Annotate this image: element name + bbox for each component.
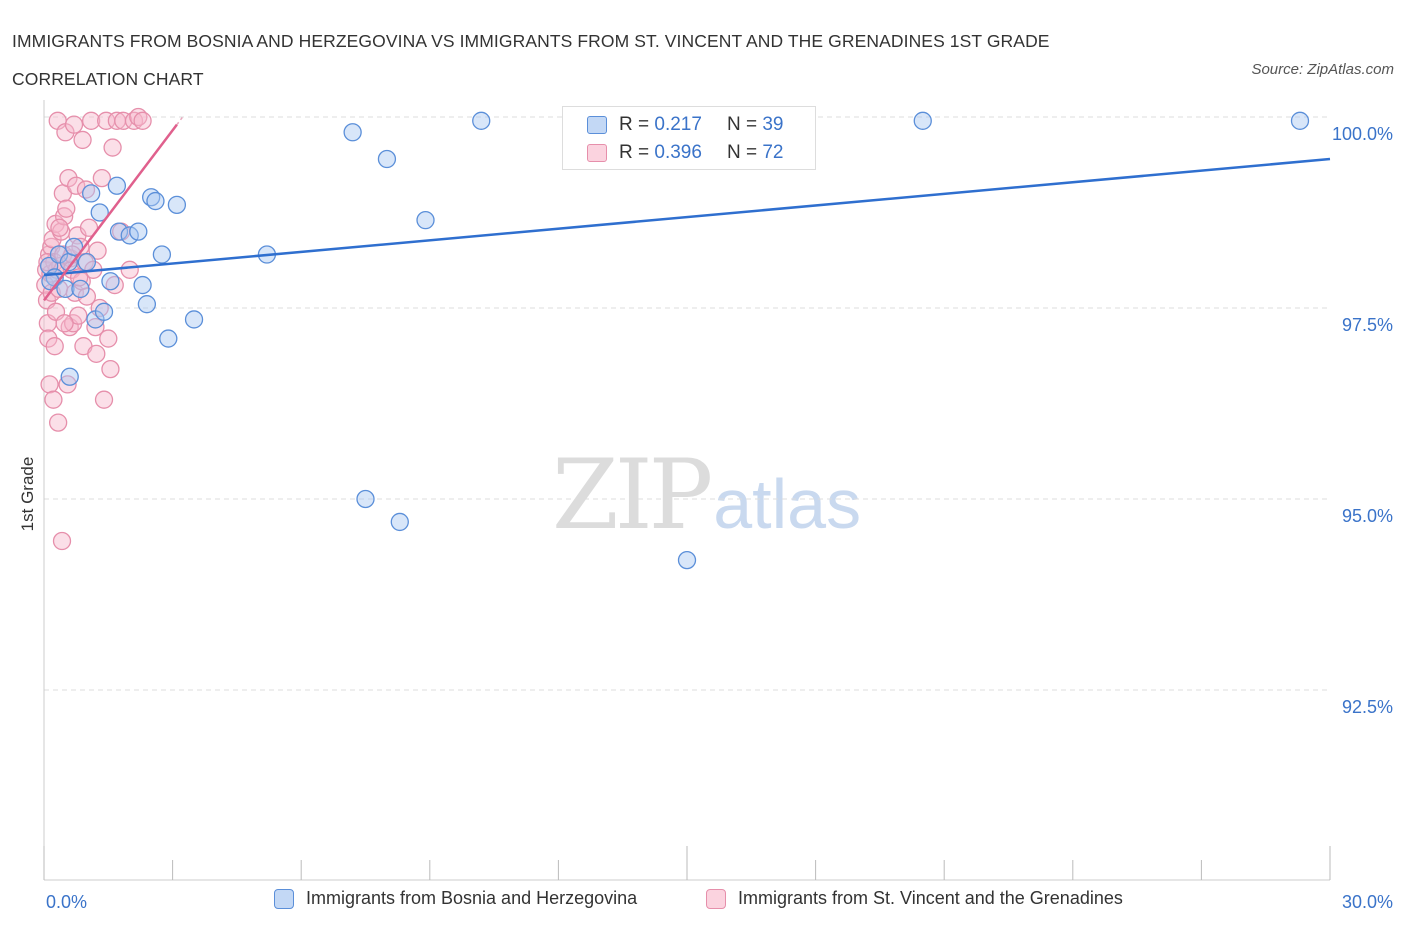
pink-point <box>45 337 64 356</box>
x-tick-label: 30.0% <box>1342 892 1393 912</box>
blue-point <box>56 279 75 299</box>
pink-point <box>50 218 69 237</box>
pink-point <box>52 531 72 551</box>
pink-point <box>87 344 106 363</box>
y-tick-label: 92.5% <box>1342 697 1393 717</box>
pink-point <box>59 168 78 188</box>
watermark: ZIPatlas <box>552 440 861 559</box>
stats-legend: R = 0.217 N = 39 R = 0.396 N = 72 <box>562 106 816 170</box>
y-tick-label: 97.5% <box>1342 315 1393 335</box>
blue-point <box>159 329 178 348</box>
stats-legend-row-pink: R = 0.396 N = 72 <box>587 140 783 166</box>
series-legend: Immigrants from Bosnia and Herzegovina I… <box>0 888 1406 916</box>
r-label: R = <box>619 114 650 135</box>
pink-point <box>64 115 84 134</box>
n-value: 72 <box>762 142 784 163</box>
blue-point <box>120 226 139 245</box>
chart-title: IMMIGRANTS FROM BOSNIA AND HERZEGOVINA V… <box>12 31 1050 89</box>
pink-point <box>55 314 74 333</box>
y-tick-label: 100.0% <box>1332 124 1393 144</box>
series-legend-label: Immigrants from St. Vincent and the Gren… <box>738 888 1123 908</box>
x-tick-label: 0.0% <box>46 892 87 912</box>
series-legend-bosnia: Immigrants from Bosnia and Herzegovina <box>274 888 637 909</box>
blue-point <box>356 489 375 509</box>
n-value: 39 <box>762 114 784 135</box>
blue-point <box>343 123 362 142</box>
y-axis-label: 1st Grade <box>18 457 37 532</box>
blue-point <box>90 203 109 222</box>
pink-point <box>103 138 122 157</box>
series-legend-st-vincent: Immigrants from St. Vincent and the Gren… <box>706 888 1123 909</box>
r-value: 0.396 <box>654 142 702 163</box>
pink-point <box>69 306 88 325</box>
blue-point <box>472 111 491 130</box>
pink-trend-line <box>43 123 178 302</box>
pink-point <box>67 176 86 195</box>
blue-point <box>677 550 697 570</box>
pink-point <box>88 241 107 260</box>
y-tick-label: 95.0% <box>1342 506 1393 526</box>
blue-point <box>71 279 90 299</box>
blue-point <box>416 210 435 230</box>
blue-swatch <box>274 888 294 909</box>
blue-point <box>94 302 114 321</box>
pink-point <box>48 413 68 432</box>
source-label: Source: ZipAtlas.com <box>1251 61 1394 78</box>
pink-point <box>82 111 101 130</box>
pink-trend-extension <box>176 115 184 126</box>
pink-point <box>86 317 105 337</box>
blue-point <box>77 253 97 272</box>
r-label: R = <box>619 142 650 163</box>
blue-point <box>390 512 409 532</box>
pink-swatch <box>587 144 607 162</box>
blue-swatch <box>587 116 607 134</box>
blue-point <box>109 222 129 241</box>
pink-point <box>44 390 63 409</box>
pink-point <box>114 111 133 130</box>
blue-point <box>184 310 204 329</box>
blue-point <box>377 149 397 169</box>
blue-point <box>1290 111 1310 130</box>
blue-point <box>146 191 165 211</box>
pink-point <box>94 390 114 409</box>
watermark-zip: ZIP <box>552 439 713 551</box>
blue-point <box>137 295 157 314</box>
blue-point <box>133 275 152 295</box>
watermark-atlas: atlas <box>713 465 862 543</box>
blue-point <box>107 176 127 195</box>
pink-point <box>57 199 76 218</box>
r-value: 0.217 <box>654 114 702 135</box>
pink-point <box>92 168 112 188</box>
pink-point <box>73 130 92 150</box>
pink-swatch <box>706 888 726 909</box>
blue-point <box>82 184 101 203</box>
pink-point <box>120 260 139 279</box>
blue-point <box>64 237 84 257</box>
blue-point <box>60 367 79 386</box>
pink-point <box>40 375 59 394</box>
series-legend-label: Immigrants from Bosnia and Herzegovina <box>306 888 638 908</box>
blue-point <box>167 195 187 215</box>
stats-legend-row-blue: R = 0.217 N = 39 <box>587 112 783 138</box>
blue-point <box>101 272 120 291</box>
blue-point <box>129 222 148 241</box>
pink-point <box>99 329 118 348</box>
blue-point <box>152 245 172 264</box>
n-label: N = <box>726 142 758 163</box>
pink-point <box>133 111 152 130</box>
pink-point <box>101 359 120 379</box>
blue-trend-line <box>43 157 1331 277</box>
n-label: N = <box>726 114 758 135</box>
blue-point <box>49 245 69 264</box>
blue-point <box>913 111 932 130</box>
